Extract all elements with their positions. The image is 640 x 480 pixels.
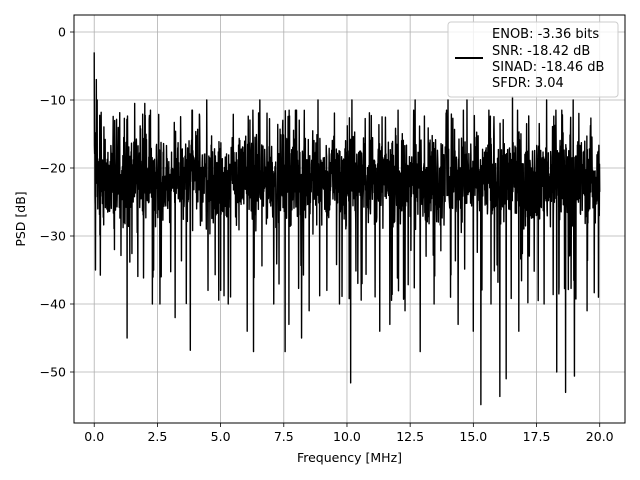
x-tick-label: 0.0 bbox=[84, 429, 104, 444]
plot-frame bbox=[73, 14, 626, 424]
y-tick-label: −10 bbox=[40, 93, 66, 108]
x-tick-label: 2.5 bbox=[147, 429, 167, 444]
y-tick-label: −30 bbox=[40, 229, 66, 244]
legend-line-sinad: SINAD: -18.46 dB bbox=[492, 60, 604, 75]
legend-line-snr: SNR: -18.42 dB bbox=[492, 44, 590, 59]
y-tick-label: 0 bbox=[58, 25, 66, 40]
y-axis-label: PSD [dB] bbox=[13, 191, 28, 246]
legend-line-enob: ENOB: -3.36 bits bbox=[492, 27, 599, 42]
x-tick-label: 5.0 bbox=[211, 429, 231, 444]
x-tick-label: 15.0 bbox=[459, 429, 487, 444]
y-axis: 0 −10 −20 −30 −40 −50 bbox=[40, 25, 74, 380]
psd-trace bbox=[93, 52, 601, 406]
x-axis-label: Frequency [MHz] bbox=[297, 450, 402, 465]
series-layer bbox=[93, 52, 601, 406]
legend-box bbox=[447, 21, 619, 98]
legend-line-sfdr: SFDR: 3.04 bbox=[492, 76, 564, 91]
x-tick-label: 20.0 bbox=[586, 429, 614, 444]
x-tick-label: 12.5 bbox=[396, 429, 424, 444]
x-axis: 0.0 2.5 5.0 7.5 10.0 12.5 15.0 17.5 20.0 bbox=[84, 423, 614, 444]
x-tick-label: 10.0 bbox=[333, 429, 361, 444]
y-tick-label: −20 bbox=[40, 161, 66, 176]
legend: ENOB: -3.36 bits SNR: -18.42 dB SINAD: -… bbox=[447, 21, 619, 98]
y-tick-label: −50 bbox=[40, 365, 66, 380]
x-tick-label: 7.5 bbox=[274, 429, 294, 444]
x-tick-label: 17.5 bbox=[523, 429, 551, 444]
y-tick-label: −40 bbox=[40, 297, 66, 312]
